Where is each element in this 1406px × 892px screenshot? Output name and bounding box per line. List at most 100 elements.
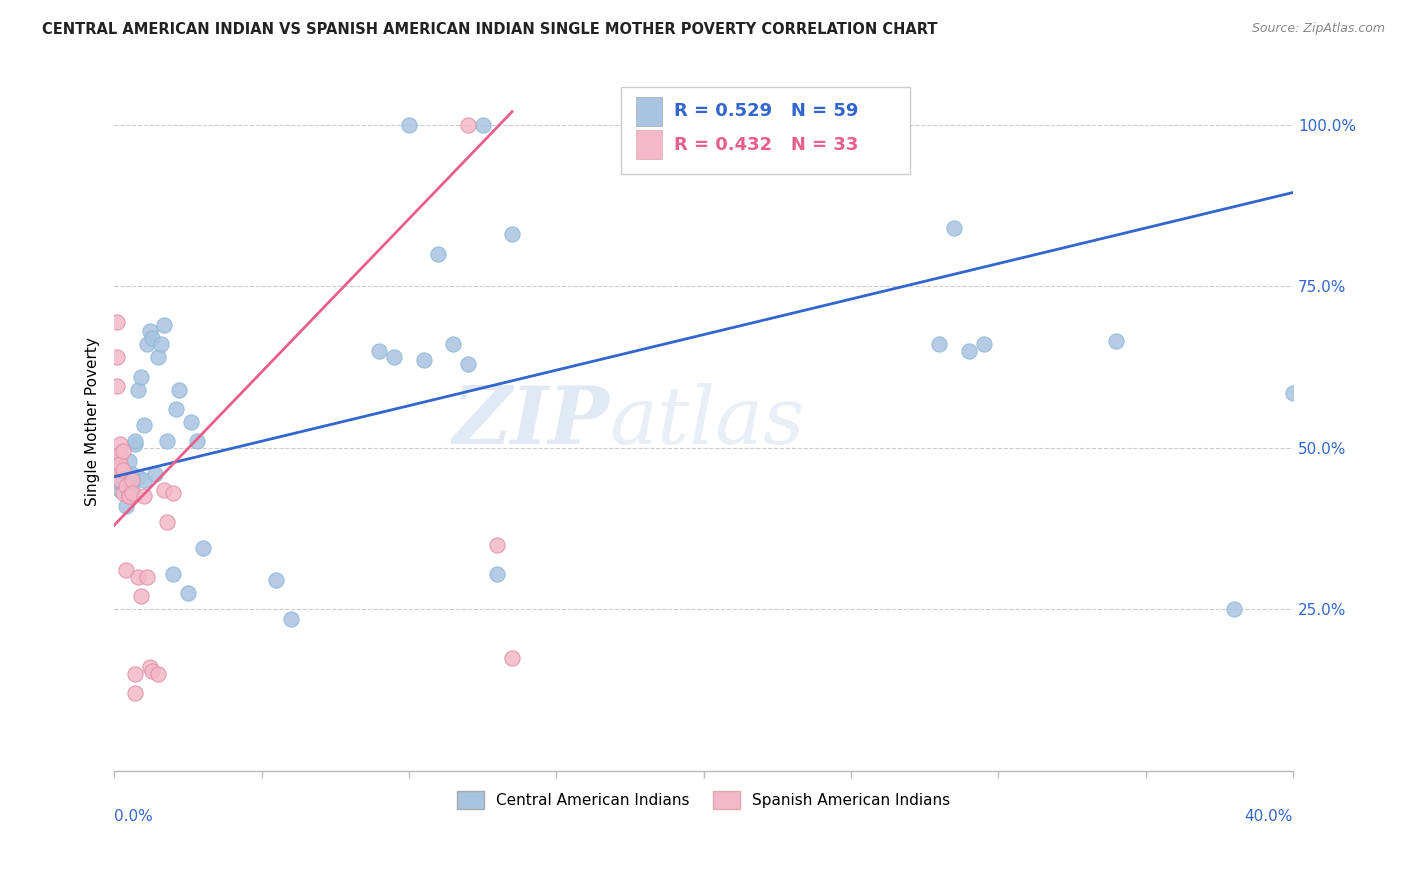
- Point: [471, 118, 494, 132]
- Point: [115, 469, 138, 483]
- Point: [943, 221, 966, 235]
- Point: [127, 469, 149, 483]
- Point: [957, 343, 980, 358]
- Point: [441, 337, 464, 351]
- Point: [121, 483, 143, 497]
- Point: [177, 586, 200, 600]
- Point: [138, 325, 160, 339]
- Text: R = 0.529   N = 59: R = 0.529 N = 59: [673, 103, 859, 120]
- Point: [148, 666, 170, 681]
- Point: [457, 357, 479, 371]
- Point: [108, 437, 131, 451]
- Point: [135, 570, 157, 584]
- Point: [124, 666, 146, 681]
- Point: [112, 473, 135, 487]
- Point: [138, 660, 160, 674]
- Point: [112, 479, 135, 493]
- Point: [124, 686, 146, 700]
- Text: 0.0%: 0.0%: [114, 809, 153, 824]
- Point: [973, 337, 995, 351]
- Point: [191, 541, 214, 555]
- Point: [132, 489, 155, 503]
- Point: [153, 318, 176, 332]
- Point: [108, 457, 131, 471]
- Point: [108, 457, 131, 471]
- Point: [382, 350, 405, 364]
- Point: [457, 118, 479, 132]
- Point: [180, 415, 202, 429]
- Point: [112, 444, 135, 458]
- Point: [186, 434, 208, 449]
- Point: [115, 499, 138, 513]
- Point: [105, 379, 128, 393]
- Point: [108, 473, 131, 487]
- Point: [105, 315, 128, 329]
- Point: [135, 337, 157, 351]
- Text: 40.0%: 40.0%: [1244, 809, 1294, 824]
- Point: [127, 383, 149, 397]
- Text: atlas: atlas: [609, 383, 804, 460]
- Y-axis label: Single Mother Poverty: Single Mother Poverty: [86, 337, 100, 507]
- FancyBboxPatch shape: [637, 130, 662, 160]
- Point: [162, 486, 184, 500]
- Point: [1105, 334, 1128, 348]
- Point: [105, 463, 128, 477]
- Point: [264, 573, 287, 587]
- Point: [108, 467, 131, 481]
- Legend: Central American Indians, Spanish American Indians: Central American Indians, Spanish Americ…: [450, 785, 956, 815]
- Point: [1282, 385, 1305, 400]
- Point: [105, 463, 128, 477]
- Point: [118, 467, 141, 481]
- Text: Source: ZipAtlas.com: Source: ZipAtlas.com: [1251, 22, 1385, 36]
- FancyBboxPatch shape: [621, 87, 910, 174]
- Point: [132, 418, 155, 433]
- Text: ZIP: ZIP: [453, 383, 609, 460]
- Point: [121, 467, 143, 481]
- Point: [129, 589, 152, 603]
- Point: [156, 515, 179, 529]
- Point: [112, 467, 135, 481]
- Point: [112, 486, 135, 500]
- Point: [486, 566, 509, 581]
- Point: [156, 434, 179, 449]
- Point: [105, 453, 128, 467]
- Point: [928, 337, 950, 351]
- Point: [486, 538, 509, 552]
- Point: [132, 473, 155, 487]
- Point: [412, 353, 434, 368]
- Point: [141, 331, 163, 345]
- Point: [121, 473, 143, 487]
- Point: [129, 369, 152, 384]
- Point: [162, 566, 184, 581]
- Point: [115, 479, 138, 493]
- Point: [105, 350, 128, 364]
- Point: [118, 489, 141, 503]
- Point: [115, 563, 138, 577]
- Point: [141, 664, 163, 678]
- Point: [118, 453, 141, 467]
- Point: [167, 383, 190, 397]
- Point: [105, 469, 128, 483]
- Point: [127, 570, 149, 584]
- Point: [115, 479, 138, 493]
- Point: [121, 486, 143, 500]
- Point: [118, 476, 141, 491]
- FancyBboxPatch shape: [637, 96, 662, 126]
- Point: [165, 401, 187, 416]
- Point: [108, 476, 131, 491]
- Point: [427, 247, 450, 261]
- Point: [108, 447, 131, 461]
- Text: CENTRAL AMERICAN INDIAN VS SPANISH AMERICAN INDIAN SINGLE MOTHER POVERTY CORRELA: CENTRAL AMERICAN INDIAN VS SPANISH AMERI…: [42, 22, 938, 37]
- Point: [1223, 602, 1246, 616]
- Point: [153, 483, 176, 497]
- Point: [108, 483, 131, 497]
- Point: [105, 457, 128, 471]
- Point: [118, 489, 141, 503]
- Point: [148, 350, 170, 364]
- Point: [280, 612, 302, 626]
- Point: [150, 337, 173, 351]
- Point: [501, 227, 523, 242]
- Point: [368, 343, 391, 358]
- Point: [112, 463, 135, 477]
- Point: [145, 467, 167, 481]
